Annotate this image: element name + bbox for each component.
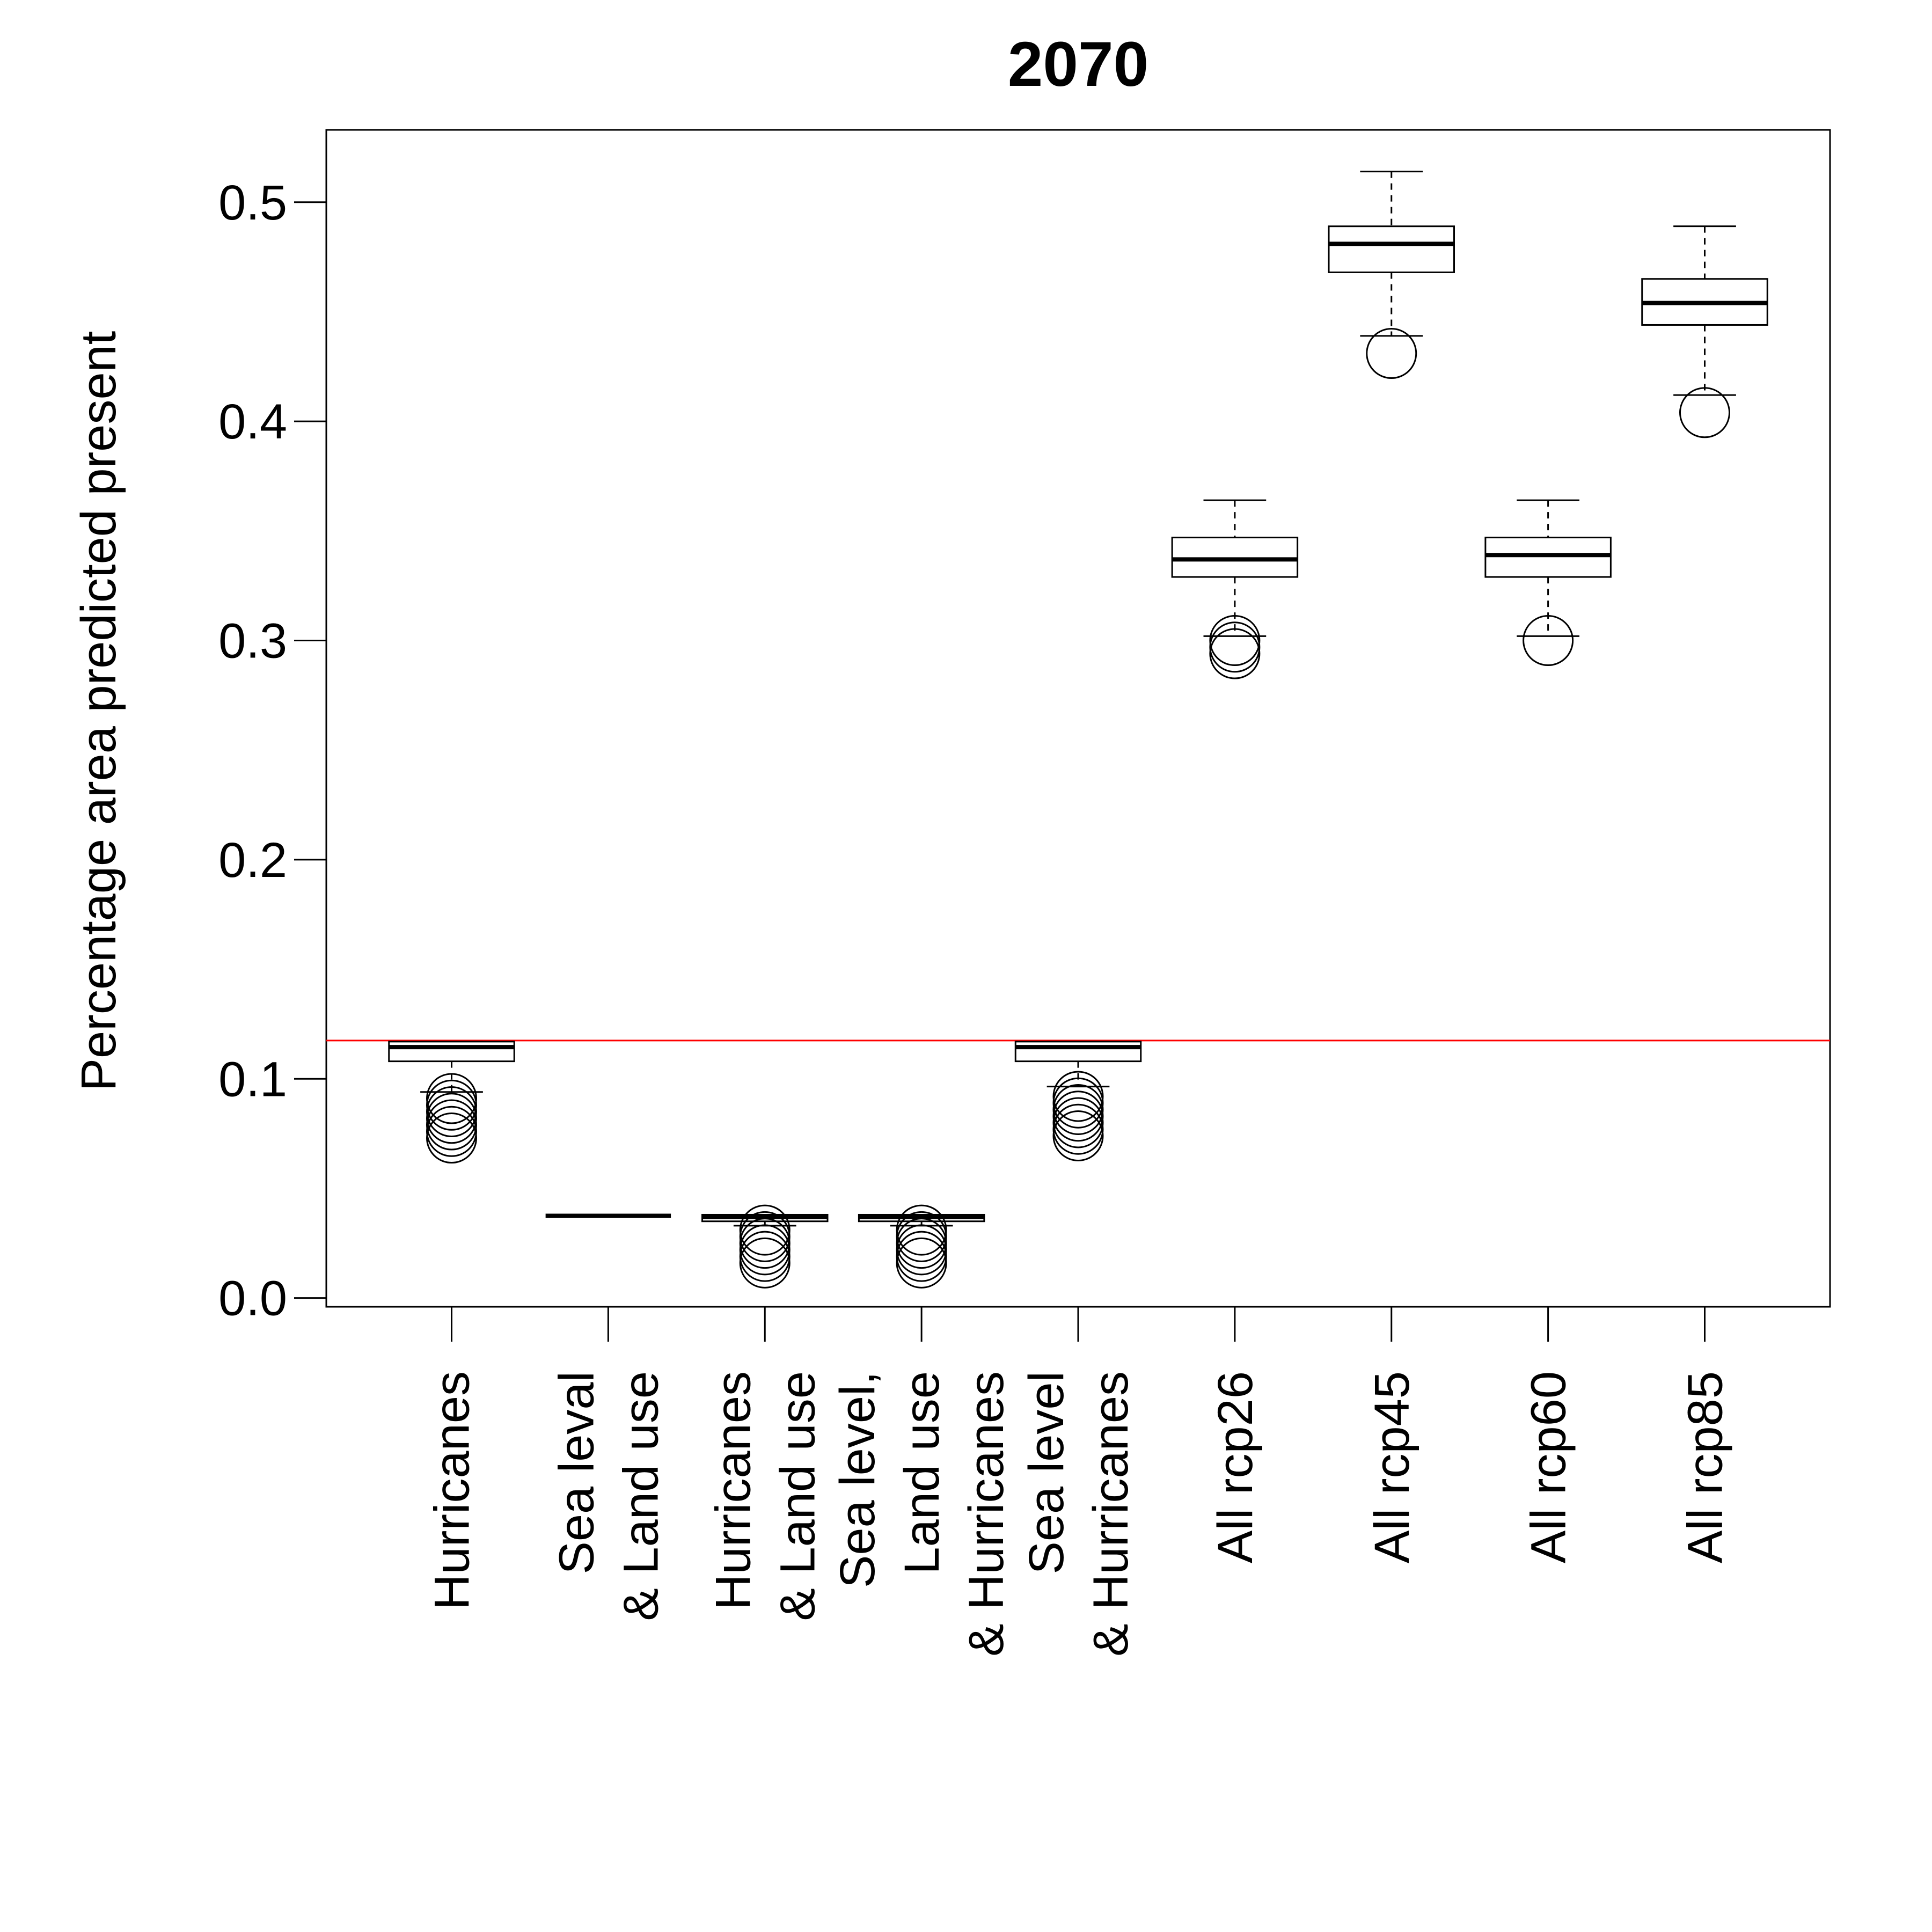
- box-group: [1484, 499, 1612, 667]
- outlier-point: [739, 1218, 791, 1269]
- outlier-point: [426, 1113, 477, 1164]
- x-category-label: Sea level,: [830, 1371, 885, 1588]
- outlier-point: [1052, 1110, 1104, 1161]
- outlier-point: [739, 1224, 791, 1276]
- y-axis-label: Percentage area predicted present: [71, 331, 126, 1092]
- outlier-point: [1679, 387, 1730, 438]
- y-tick-label: 0.4: [218, 394, 287, 449]
- x-axis: Hurricanes Sea leval & Land use Hurricanes &…: [425, 1307, 1733, 1657]
- x-category-label: & Hurricanes: [1084, 1371, 1138, 1657]
- x-category-label: Land use: [895, 1371, 949, 1575]
- outlier-point: [426, 1099, 477, 1151]
- outlier-point: [896, 1237, 947, 1289]
- outlier-point: [1052, 1103, 1104, 1155]
- box-group: [1328, 171, 1455, 379]
- iqr-box: [388, 1041, 515, 1063]
- y-tick-label: 0.0: [218, 1271, 287, 1326]
- x-category-label: All rcp60: [1521, 1371, 1576, 1563]
- outlier-point: [426, 1106, 477, 1157]
- y-tick-label: 0.5: [218, 175, 287, 230]
- outlier-point: [1052, 1091, 1104, 1142]
- outlier-point: [426, 1086, 477, 1138]
- outlier-point: [896, 1218, 947, 1269]
- outlier-point: [896, 1231, 947, 1282]
- outlier-point: [1366, 328, 1417, 379]
- x-category-label: Hurricanes: [706, 1371, 760, 1610]
- boxes-layer: [388, 171, 1768, 1289]
- outlier-point: [739, 1237, 791, 1289]
- iqr-box: [1171, 537, 1299, 578]
- outlier-point: [1052, 1097, 1104, 1148]
- x-category-label: & Land use: [613, 1371, 668, 1621]
- x-category-label: & Hurricanes: [959, 1371, 1014, 1657]
- y-tick-label: 0.1: [218, 1052, 287, 1107]
- outlier-point: [1052, 1071, 1104, 1122]
- outlier-point: [1052, 1084, 1104, 1135]
- outlier-point: [426, 1073, 477, 1124]
- outlier-point: [896, 1204, 947, 1256]
- outlier-point: [739, 1211, 791, 1262]
- iqr-box: [1484, 537, 1612, 578]
- iqr-box: [1328, 225, 1455, 273]
- y-tick-label: 0.2: [218, 833, 287, 888]
- x-category-label: All rcp85: [1678, 1371, 1733, 1563]
- outlier-point: [739, 1204, 791, 1256]
- iqr-box: [1014, 1041, 1142, 1063]
- outlier-point: [426, 1093, 477, 1144]
- outlier-point: [1209, 621, 1261, 673]
- x-category-label: Sea leval: [549, 1371, 604, 1574]
- box-group: [388, 1041, 515, 1164]
- outlier-point: [739, 1231, 791, 1282]
- box-group: [701, 1204, 829, 1289]
- x-category-label: & Land use: [770, 1371, 825, 1621]
- outlier-point: [896, 1224, 947, 1276]
- y-axis: 0.0 0.1 0.2 0.3 0.4 0.5: [218, 175, 326, 1326]
- box-group: [1014, 1041, 1142, 1161]
- outlier-point: [426, 1079, 477, 1131]
- box-group: [1171, 499, 1299, 679]
- box-group: [858, 1204, 985, 1289]
- box-group: [1641, 225, 1768, 438]
- x-category-label: All rcp26: [1208, 1371, 1263, 1563]
- chart-title: 2070: [1008, 29, 1149, 100]
- outlier-point: [896, 1211, 947, 1262]
- x-category-label: All rcp45: [1365, 1371, 1419, 1563]
- y-tick-label: 0.3: [218, 614, 287, 669]
- x-category-label: Hurricanes: [425, 1371, 480, 1610]
- outlier-point: [1209, 615, 1261, 667]
- outlier-point: [1209, 628, 1261, 679]
- outlier-point: [1523, 615, 1574, 667]
- outlier-point: [1052, 1077, 1104, 1129]
- x-category-label: Sea level: [1019, 1371, 1074, 1574]
